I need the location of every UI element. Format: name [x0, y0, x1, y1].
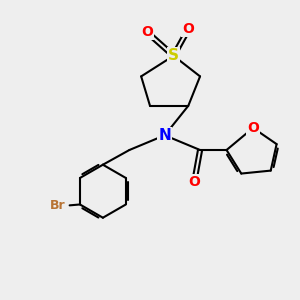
Text: O: O — [141, 25, 153, 39]
Text: O: O — [182, 22, 194, 36]
Text: O: O — [188, 176, 200, 189]
Text: S: S — [168, 48, 179, 63]
Text: N: N — [158, 128, 171, 143]
Text: O: O — [247, 121, 259, 135]
Text: Br: Br — [50, 200, 66, 212]
